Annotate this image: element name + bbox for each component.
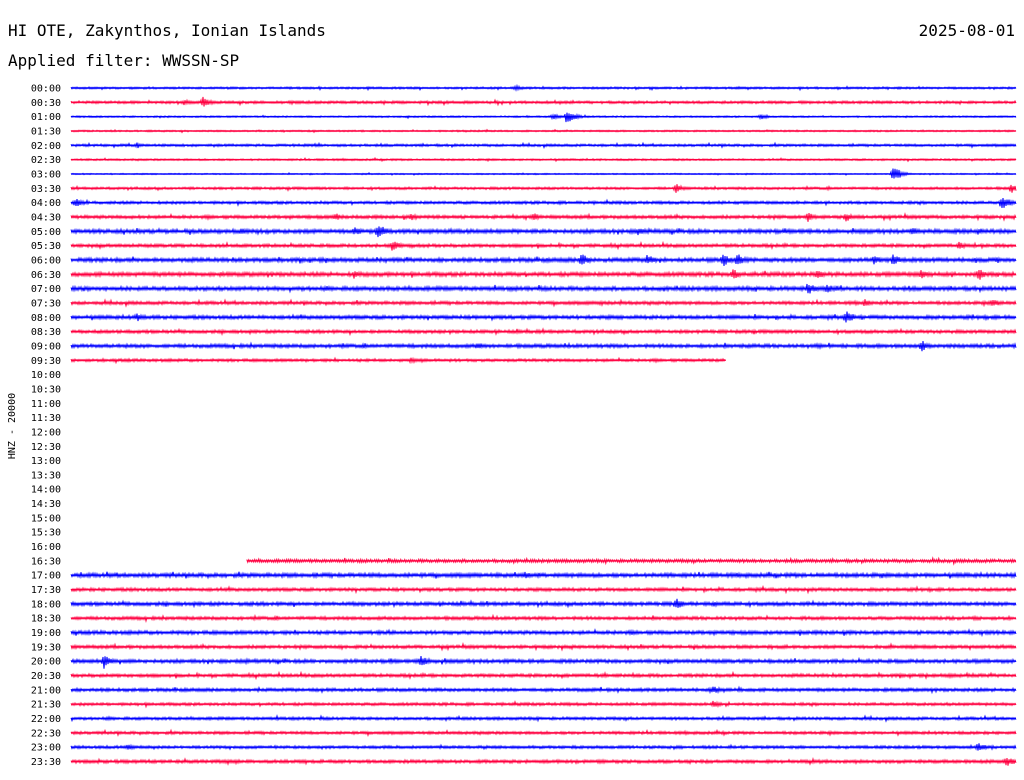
tick-label: 10:30 (31, 384, 61, 395)
tick-label: 12:30 (31, 442, 61, 453)
tick-label: 07:00 (31, 284, 61, 295)
tick-label: 18:30 (31, 614, 61, 625)
tick-label: 19:30 (31, 642, 61, 653)
tick-label: 21:30 (31, 700, 61, 711)
tick-label: 06:00 (31, 255, 61, 266)
tick-label: 16:30 (31, 556, 61, 567)
tick-label: 06:30 (31, 270, 61, 281)
tick-label: 22:30 (31, 728, 61, 739)
tick-label: 09:30 (31, 356, 61, 367)
tick-label: 19:00 (31, 628, 61, 639)
tick-label: 01:00 (31, 112, 61, 123)
tick-label: 05:00 (31, 227, 61, 238)
trace-0100 (70, 112, 1017, 123)
tick-label: 16:00 (31, 542, 61, 553)
y-axis-label: HNZ - 20000 (7, 393, 18, 459)
tick-label: 02:00 (31, 141, 61, 152)
time-tick-labels: 00:00 00:30 01:00 01:30 02:00 02:30 03:00 03:30… (31, 84, 61, 769)
tick-label: 10:00 (31, 370, 61, 381)
tick-label: 13:00 (31, 456, 61, 467)
tick-label: 23:30 (31, 757, 61, 768)
tick-label: 14:00 (31, 485, 61, 496)
tick-label: 04:00 (31, 198, 61, 209)
tick-label: 08:30 (31, 327, 61, 338)
tick-label: 20:00 (31, 657, 61, 668)
tick-label: 23:00 (31, 743, 61, 754)
tick-label: 07:30 (31, 298, 61, 309)
tick-label: 08:00 (31, 313, 61, 324)
tick-label: 13:30 (31, 470, 61, 481)
tick-label: 21:00 (31, 685, 61, 696)
tick-label: 18:00 (31, 599, 61, 610)
tick-label: 03:30 (31, 184, 61, 195)
date-label: 2025-08-01 (918, 21, 1015, 40)
tick-label: 22:00 (31, 714, 61, 725)
trace-0030 (70, 96, 1017, 107)
tick-label: 11:00 (31, 399, 61, 410)
trace-group (70, 83, 1017, 766)
tick-label: 17:30 (31, 585, 61, 596)
tick-label: 00:00 (31, 84, 61, 95)
tick-label: 00:30 (31, 98, 61, 109)
tick-label: 12:00 (31, 427, 61, 438)
tick-label: 14:30 (31, 499, 61, 510)
tick-label: 09:00 (31, 341, 61, 352)
station-title: HI OTE, Zakynthos, Ionian Islands (8, 21, 326, 40)
trace-2000 (70, 656, 1017, 669)
tick-label: 02:30 (31, 155, 61, 166)
tick-label: 15:00 (31, 513, 61, 524)
tick-label: 20:30 (31, 671, 61, 682)
tick-label: 15:30 (31, 528, 61, 539)
tick-label: 17:00 (31, 571, 61, 582)
tick-label: 05:30 (31, 241, 61, 252)
tick-label: 04:30 (31, 212, 61, 223)
filter-label: Applied filter: WWSSN-SP (8, 51, 240, 70)
tick-label: 03:00 (31, 169, 61, 180)
tick-label: 11:30 (31, 413, 61, 424)
tick-label: 01:30 (31, 126, 61, 137)
trace-0930 (70, 356, 726, 365)
